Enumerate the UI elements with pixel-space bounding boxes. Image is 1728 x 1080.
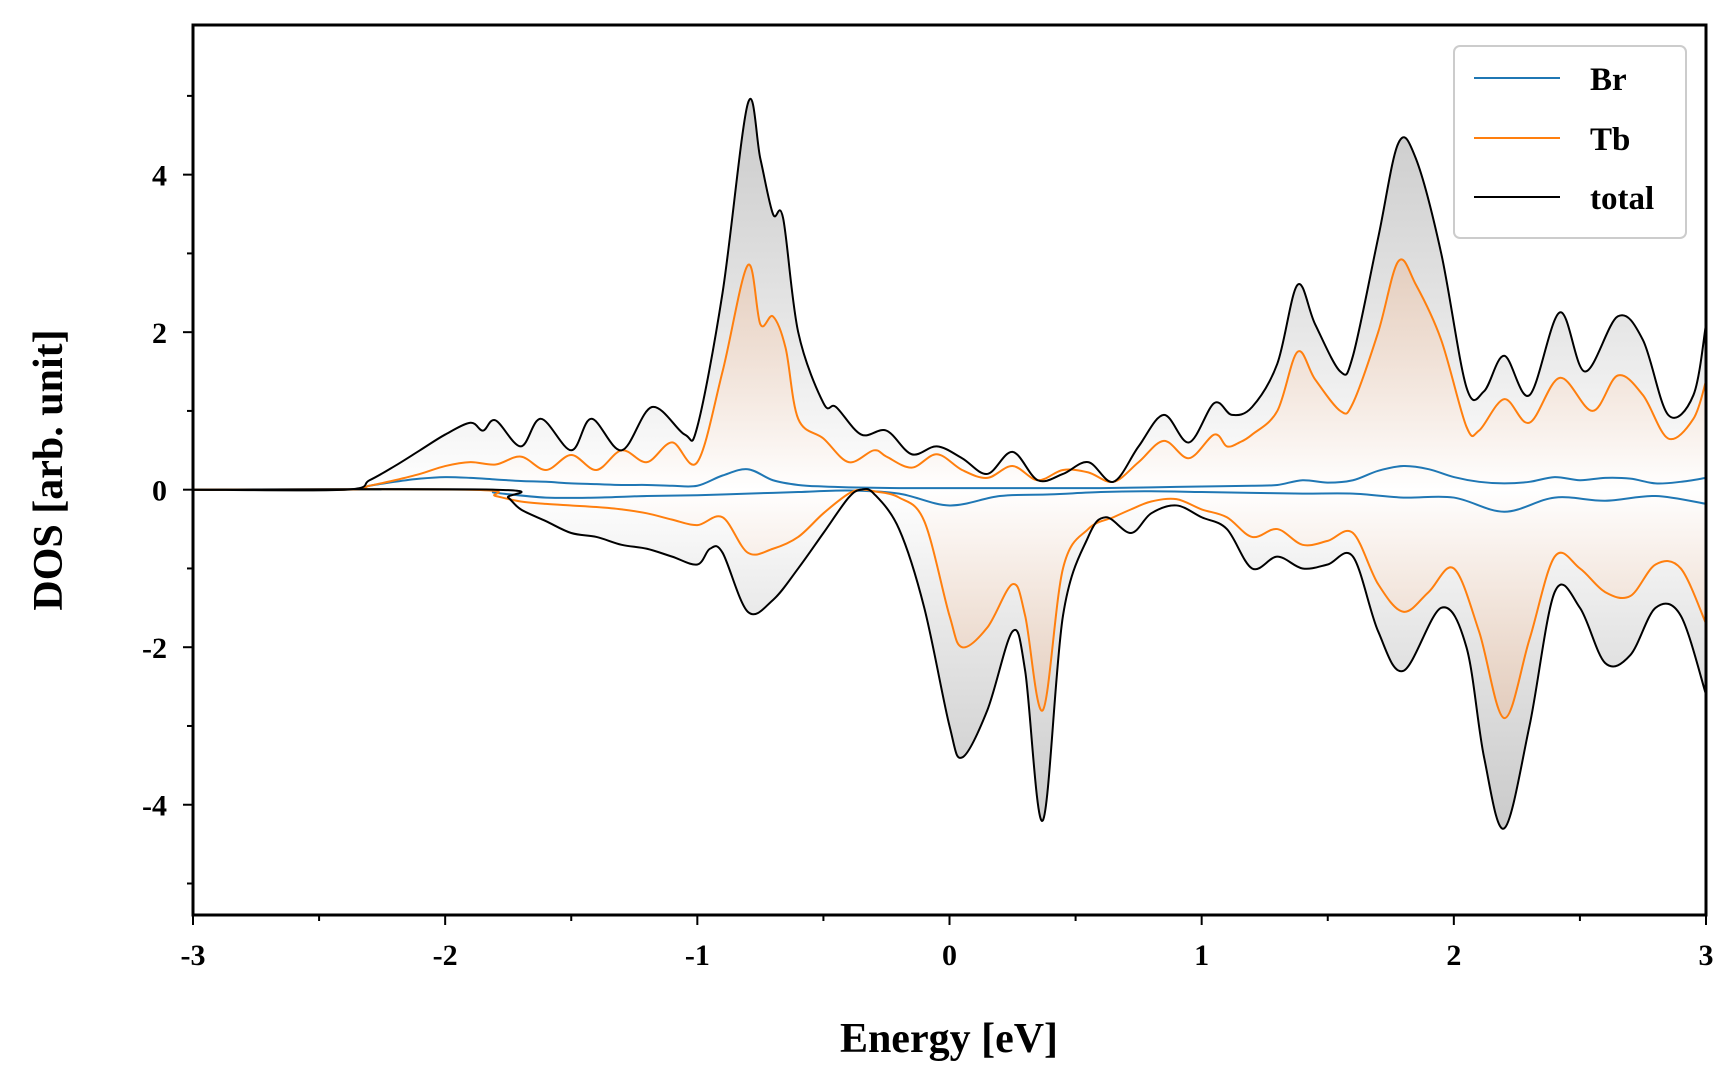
x-tick-label: -3 <box>181 939 206 972</box>
x-axis-label: Energy [eV] <box>840 1016 1058 1062</box>
legend-label-br: Br <box>1590 62 1627 98</box>
x-tick-label: 0 <box>942 939 957 972</box>
tb-up-fill <box>193 259 1706 490</box>
y-axis-label: DOS [arb. unit] <box>26 329 72 610</box>
legend: Br Tb total <box>1453 45 1687 239</box>
x-axis-ticks: -3 -2 -1 0 1 2 3 <box>181 915 1714 972</box>
total-up-fill <box>193 98 1706 491</box>
br-down-line <box>193 488 1706 513</box>
y-axis-ticks: -4 -2 0 2 4 <box>142 94 193 885</box>
series-lines <box>193 97 1706 830</box>
x-tick-label: -2 <box>433 939 458 972</box>
x-tick-label: 2 <box>1446 939 1461 972</box>
tb-down-line <box>193 488 1706 720</box>
legend-label-tb: Tb <box>1590 122 1630 158</box>
y-tick-label: -4 <box>142 790 167 823</box>
legend-box <box>1453 45 1687 239</box>
y-tick-label: 0 <box>152 475 167 508</box>
br-up-line <box>193 465 1706 491</box>
total-up-line <box>193 97 1706 492</box>
x-tick-label: -1 <box>685 939 710 972</box>
area-fills <box>193 98 1706 829</box>
x-tick-label: 1 <box>1194 939 1209 972</box>
y-tick-label: 4 <box>152 160 167 193</box>
y-tick-label: -2 <box>142 632 167 665</box>
legend-label-total: total <box>1590 181 1654 217</box>
total-down-line <box>193 487 1706 830</box>
total-down-fill <box>193 488 1706 829</box>
tb-up-line <box>193 258 1706 491</box>
tb-down-fill <box>193 489 1706 719</box>
y-tick-label: 2 <box>152 317 167 350</box>
x-tick-label: 3 <box>1699 939 1714 972</box>
